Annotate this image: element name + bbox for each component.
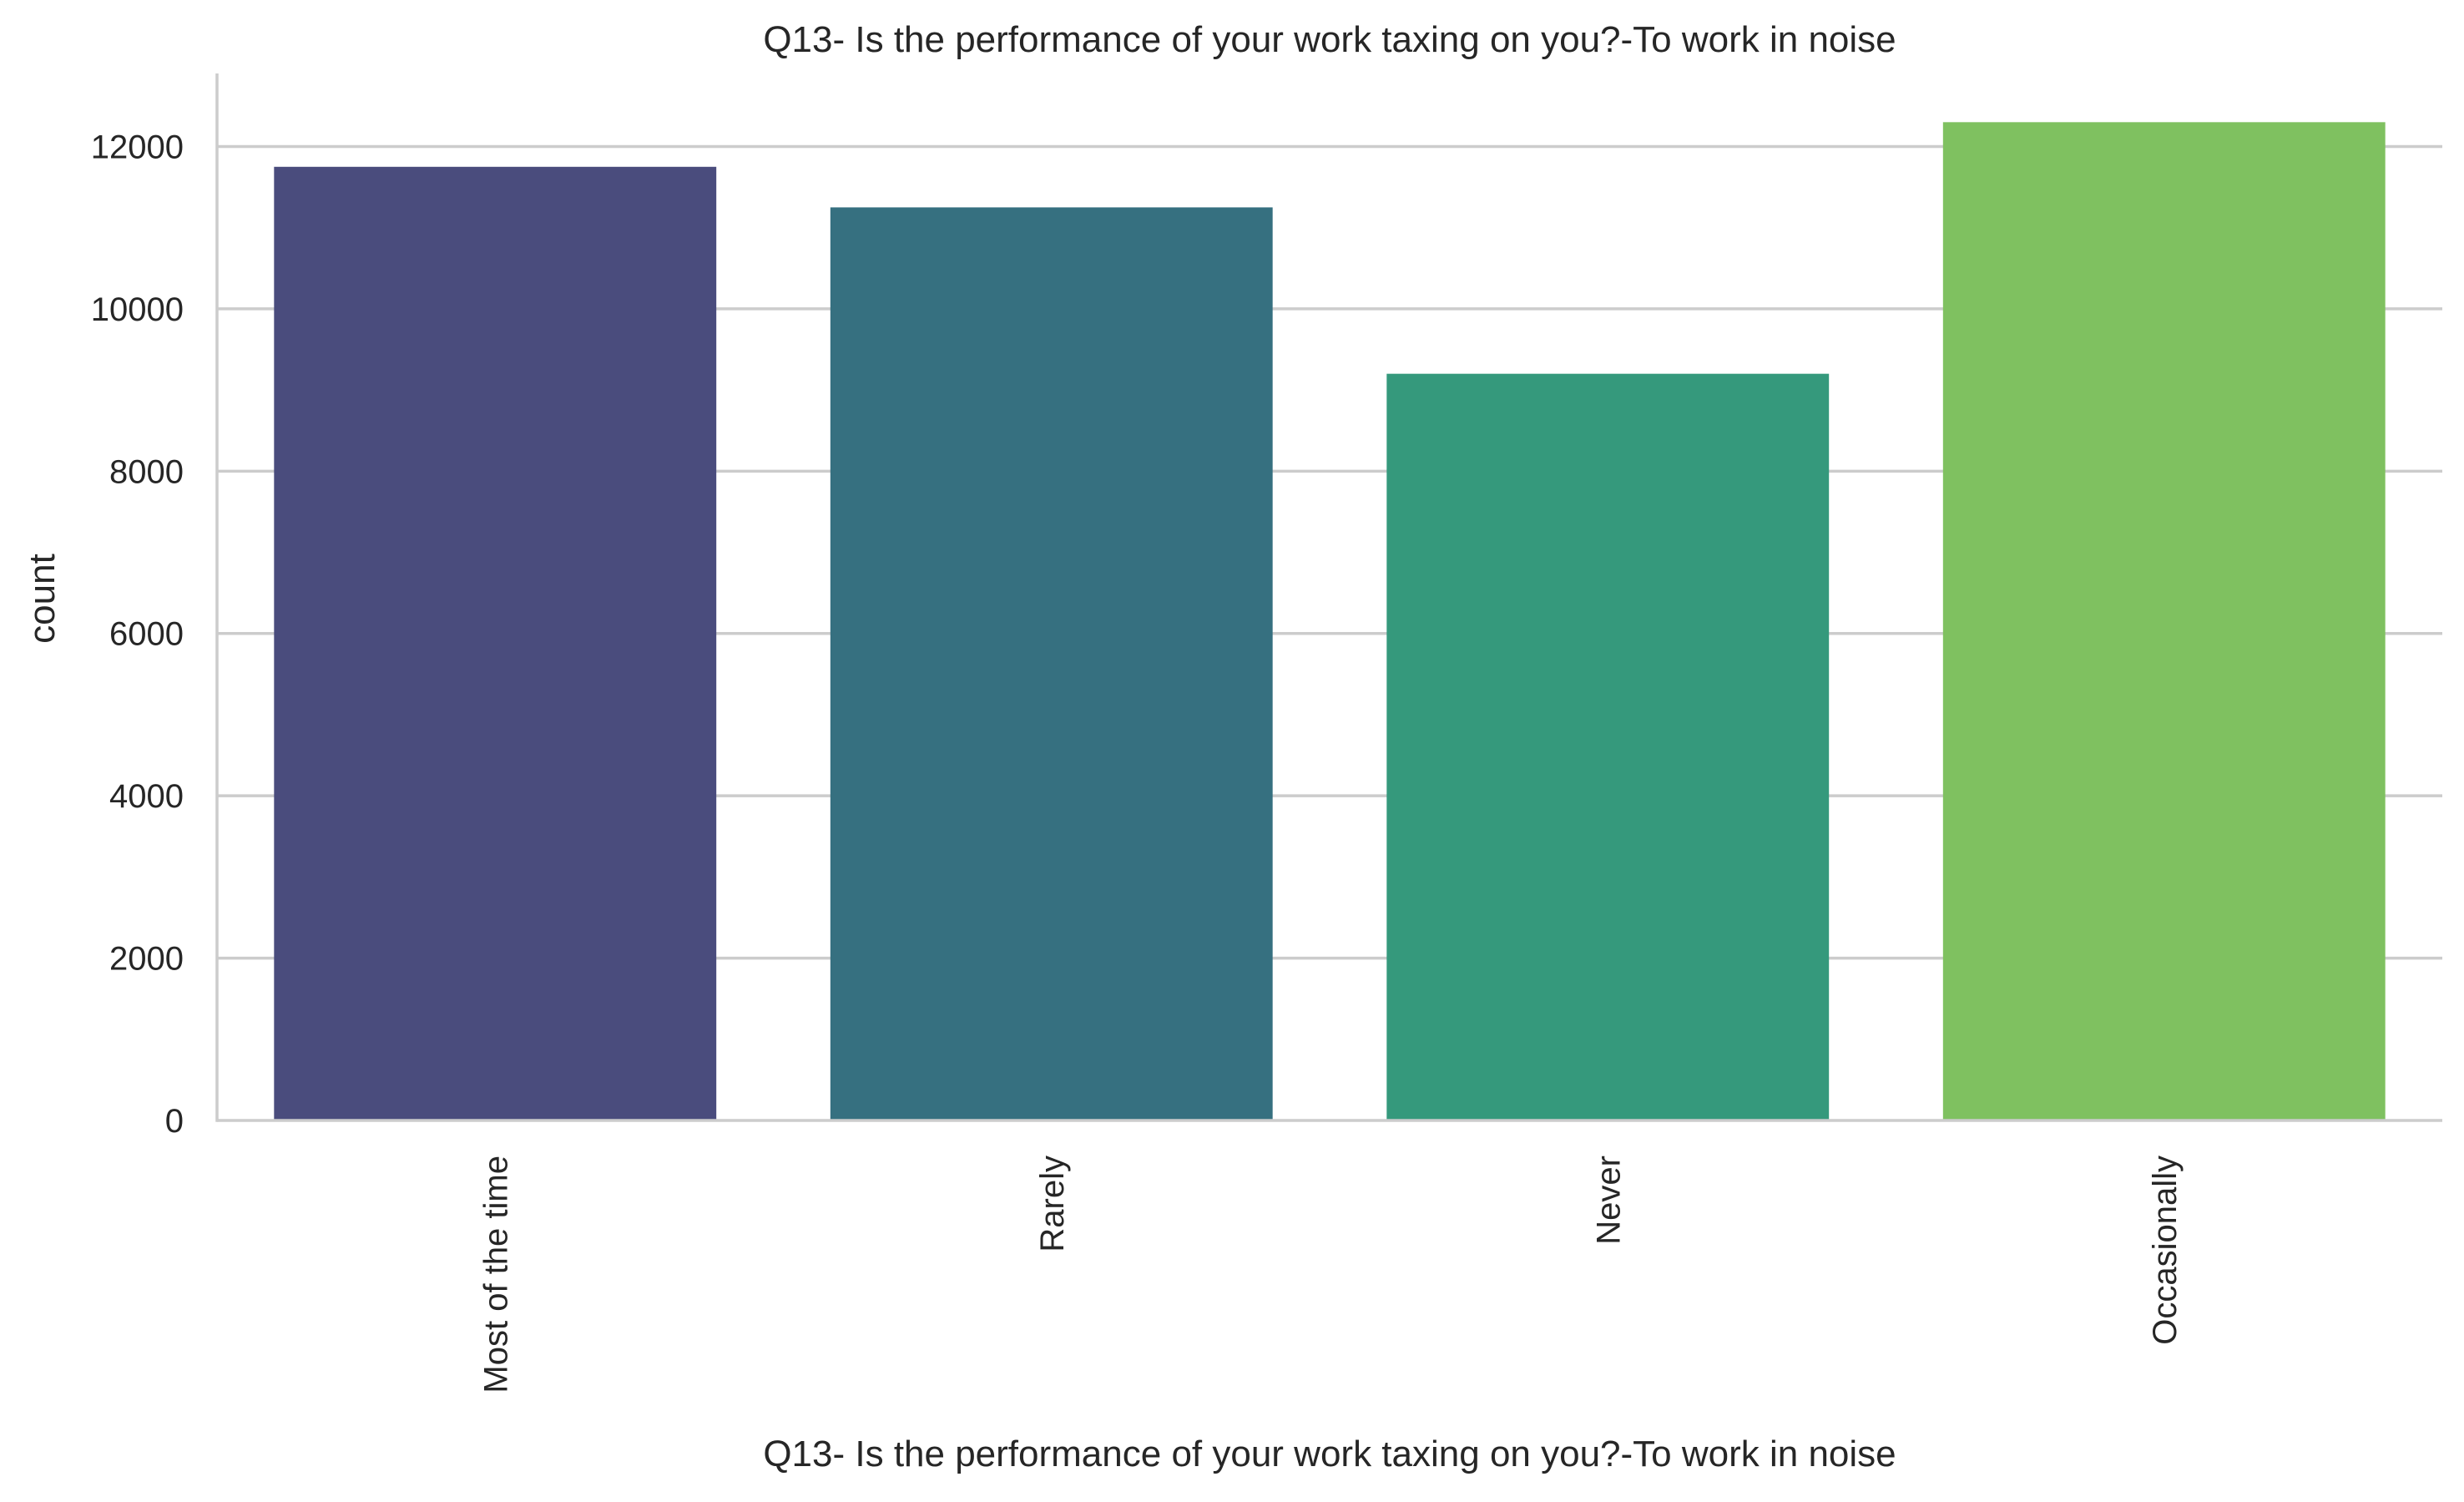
y-tick-label: 6000 (109, 616, 184, 653)
y-tick-label: 2000 (109, 941, 184, 978)
x-tick-label: Most of the time (477, 1156, 514, 1393)
y-tick-label: 10000 (91, 291, 184, 328)
y-tick-labels: 0 2000 4000 6000 8000 10000 12000 (91, 129, 184, 1140)
x-tick-label: Occasionally (2147, 1156, 2184, 1345)
y-tick-label: 0 (165, 1103, 184, 1140)
axes-spines (215, 73, 2442, 1122)
x-tick-label: Rarely (1034, 1156, 1071, 1252)
y-tick-label: 12000 (91, 129, 184, 165)
y-axis-label: count (22, 554, 63, 644)
x-tick-label: Never (1590, 1156, 1627, 1245)
bar (1386, 373, 1830, 1120)
bar (830, 207, 1273, 1120)
chart-title: Q13- Is the performance of your work tax… (763, 19, 1896, 60)
y-tick-label: 8000 (109, 453, 184, 490)
y-tick-label: 4000 (109, 778, 184, 815)
bar (1942, 122, 2386, 1121)
x-tick-labels: Most of the time Rarely Never Occasionally (477, 1156, 2184, 1393)
bars (274, 122, 2386, 1121)
bar (274, 166, 717, 1121)
x-axis-label: Q13- Is the performance of your work tax… (763, 1434, 1896, 1474)
